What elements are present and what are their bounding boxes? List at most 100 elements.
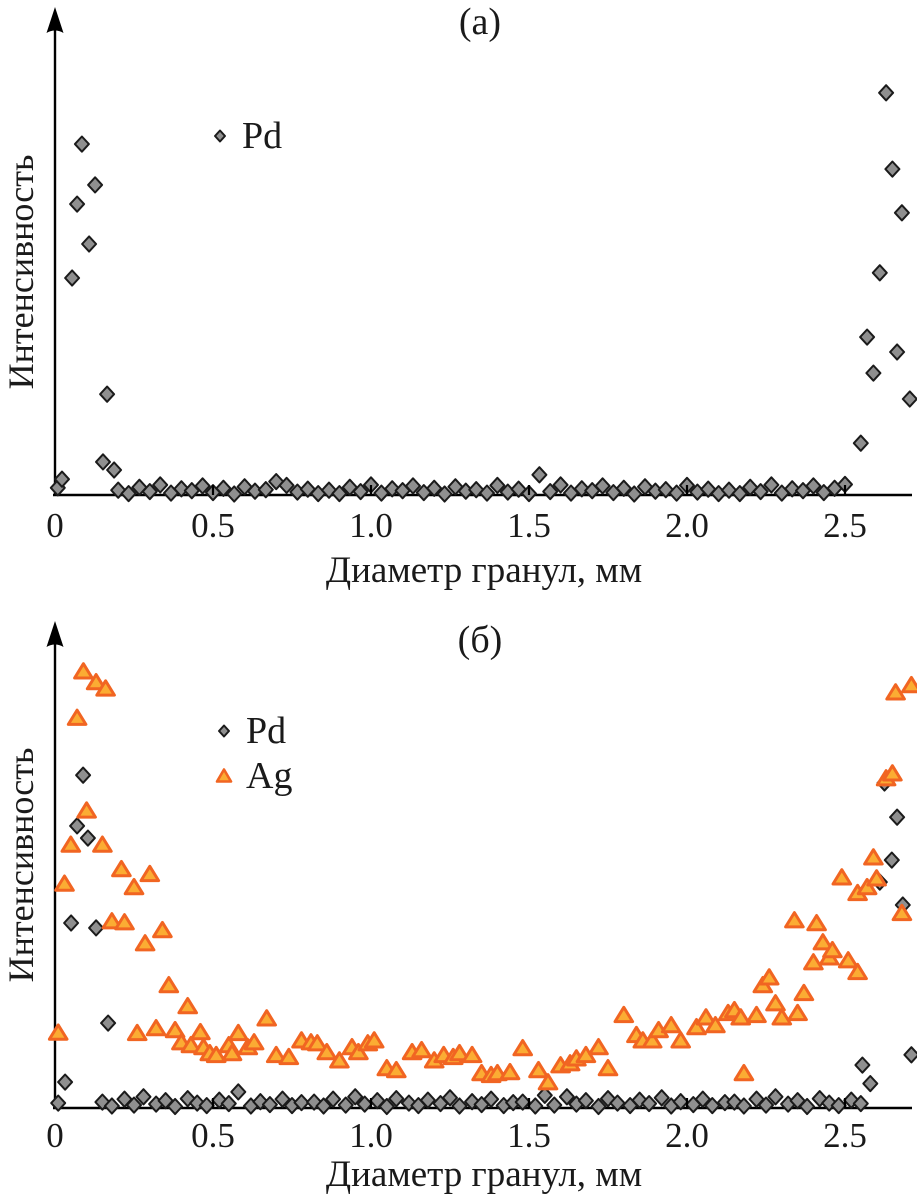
x-tick-label: 2.5 bbox=[823, 1116, 867, 1155]
data-point-pd bbox=[331, 485, 348, 503]
data-point-pd bbox=[626, 485, 643, 503]
data-point-pd bbox=[531, 466, 548, 484]
data-point-pd bbox=[226, 485, 243, 503]
x-tick-label: 1.0 bbox=[349, 506, 393, 545]
data-point-pd bbox=[135, 1088, 152, 1106]
data-point-pd bbox=[878, 84, 895, 102]
y-axis-arrow-icon bbox=[46, 621, 64, 647]
data-point-pd bbox=[805, 477, 822, 495]
legend-label-pd: Pd bbox=[246, 709, 287, 752]
data-point-ag bbox=[158, 976, 180, 994]
data-point-ag bbox=[76, 801, 97, 819]
series-pd bbox=[49, 84, 917, 503]
data-point-pd bbox=[731, 485, 748, 503]
data-point-pd bbox=[609, 1094, 626, 1112]
data-point-pd bbox=[704, 1097, 721, 1115]
data-point-ag bbox=[60, 835, 82, 853]
data-point-pd bbox=[859, 328, 876, 346]
data-point-ag bbox=[758, 968, 780, 986]
scatter-plot-b: 0 0.5 1.0 1.5 2.0 2.5 bbox=[46, 621, 917, 1155]
data-point-pd bbox=[641, 1095, 658, 1113]
data-point-pd bbox=[194, 477, 211, 495]
data-point-pd bbox=[884, 160, 901, 178]
data-point-ag bbox=[705, 1016, 726, 1034]
data-point-ag bbox=[66, 708, 88, 726]
data-point-ag bbox=[784, 911, 805, 929]
data-point-pd bbox=[103, 1097, 120, 1115]
data-point-pd bbox=[54, 470, 70, 488]
data-point-pd bbox=[99, 385, 116, 403]
data-point-pd bbox=[479, 484, 495, 502]
data-point-pd bbox=[141, 483, 158, 501]
data-point-ag bbox=[733, 1063, 755, 1082]
legend-entry-ag: Ag bbox=[212, 753, 292, 798]
x-tick-label: 1.5 bbox=[507, 506, 551, 545]
data-point-pd bbox=[347, 1088, 364, 1106]
data-point-pd bbox=[903, 1046, 917, 1064]
data-point-pd bbox=[763, 476, 780, 494]
data-point-ag bbox=[537, 1073, 559, 1091]
data-point-pd bbox=[120, 485, 137, 503]
data-point-ag bbox=[461, 1045, 483, 1064]
data-point-ag bbox=[803, 953, 824, 971]
panel-a-legend: Pd bbox=[208, 113, 282, 158]
data-point-pd bbox=[325, 1090, 342, 1108]
x-tick-label: 2.0 bbox=[665, 1116, 709, 1155]
data-point-pd bbox=[167, 1097, 184, 1116]
data-point-ag bbox=[812, 933, 834, 951]
data-point-ag bbox=[730, 1008, 752, 1026]
data-point-pd bbox=[784, 480, 801, 498]
data-point-pd bbox=[220, 1095, 237, 1113]
data-point-ag bbox=[449, 1043, 470, 1062]
pd-diamond-marker-icon bbox=[218, 724, 230, 737]
data-point-pd bbox=[653, 1089, 670, 1107]
data-point-ag bbox=[891, 903, 913, 922]
x-tick-label: 0.5 bbox=[191, 1116, 235, 1155]
pd-diamond-marker-icon bbox=[214, 129, 226, 142]
data-point-pd bbox=[514, 1093, 531, 1111]
data-point-ag bbox=[92, 835, 113, 853]
data-point-pd bbox=[261, 1096, 278, 1114]
data-point-pd bbox=[536, 1086, 553, 1104]
data-point-ag bbox=[641, 1031, 663, 1049]
data-point-pd bbox=[830, 1097, 847, 1115]
data-point-ag bbox=[885, 683, 906, 701]
data-point-ag bbox=[348, 1042, 369, 1061]
data-point-pd bbox=[694, 1090, 711, 1108]
x-tick-label: 2.0 bbox=[665, 506, 709, 545]
data-point-pd bbox=[405, 477, 421, 495]
data-point-ag bbox=[856, 877, 878, 896]
data-point-ag bbox=[316, 1042, 338, 1061]
data-point-ag bbox=[256, 1009, 278, 1027]
legend-label-ag: Ag bbox=[246, 754, 293, 797]
data-point-ag bbox=[528, 1060, 549, 1079]
x-tick-label: 2.5 bbox=[823, 506, 867, 545]
data-point-ag bbox=[806, 914, 827, 932]
data-point-ag bbox=[329, 1051, 350, 1069]
data-point-ag bbox=[837, 951, 859, 969]
data-point-pd bbox=[81, 235, 98, 253]
data-point-pd bbox=[852, 434, 869, 452]
data-point-ag bbox=[882, 764, 903, 782]
panel-b-label: (б) bbox=[457, 619, 503, 661]
data-point-pd bbox=[752, 483, 769, 501]
data-point-pd bbox=[594, 477, 611, 495]
data-point-ag bbox=[54, 874, 75, 892]
data-point-pd bbox=[883, 851, 900, 869]
data-point-ag bbox=[670, 1031, 692, 1049]
data-point-pd bbox=[854, 1056, 871, 1074]
data-point-ag bbox=[512, 1039, 534, 1057]
data-point-ag bbox=[123, 877, 145, 896]
data-point-pd bbox=[69, 195, 86, 213]
data-point-pd bbox=[173, 480, 190, 498]
data-point-ag bbox=[686, 1018, 707, 1036]
data-point-ag bbox=[847, 962, 868, 981]
series-ag bbox=[47, 662, 917, 1091]
data-point-pd bbox=[577, 1092, 594, 1110]
data-point-ag bbox=[85, 673, 107, 691]
data-point-ag bbox=[205, 1045, 227, 1064]
data-point-pd bbox=[215, 479, 232, 497]
data-point-pd bbox=[337, 1096, 354, 1114]
data-point-ag bbox=[695, 1008, 717, 1026]
x-tick-label: 0.5 bbox=[191, 506, 235, 545]
